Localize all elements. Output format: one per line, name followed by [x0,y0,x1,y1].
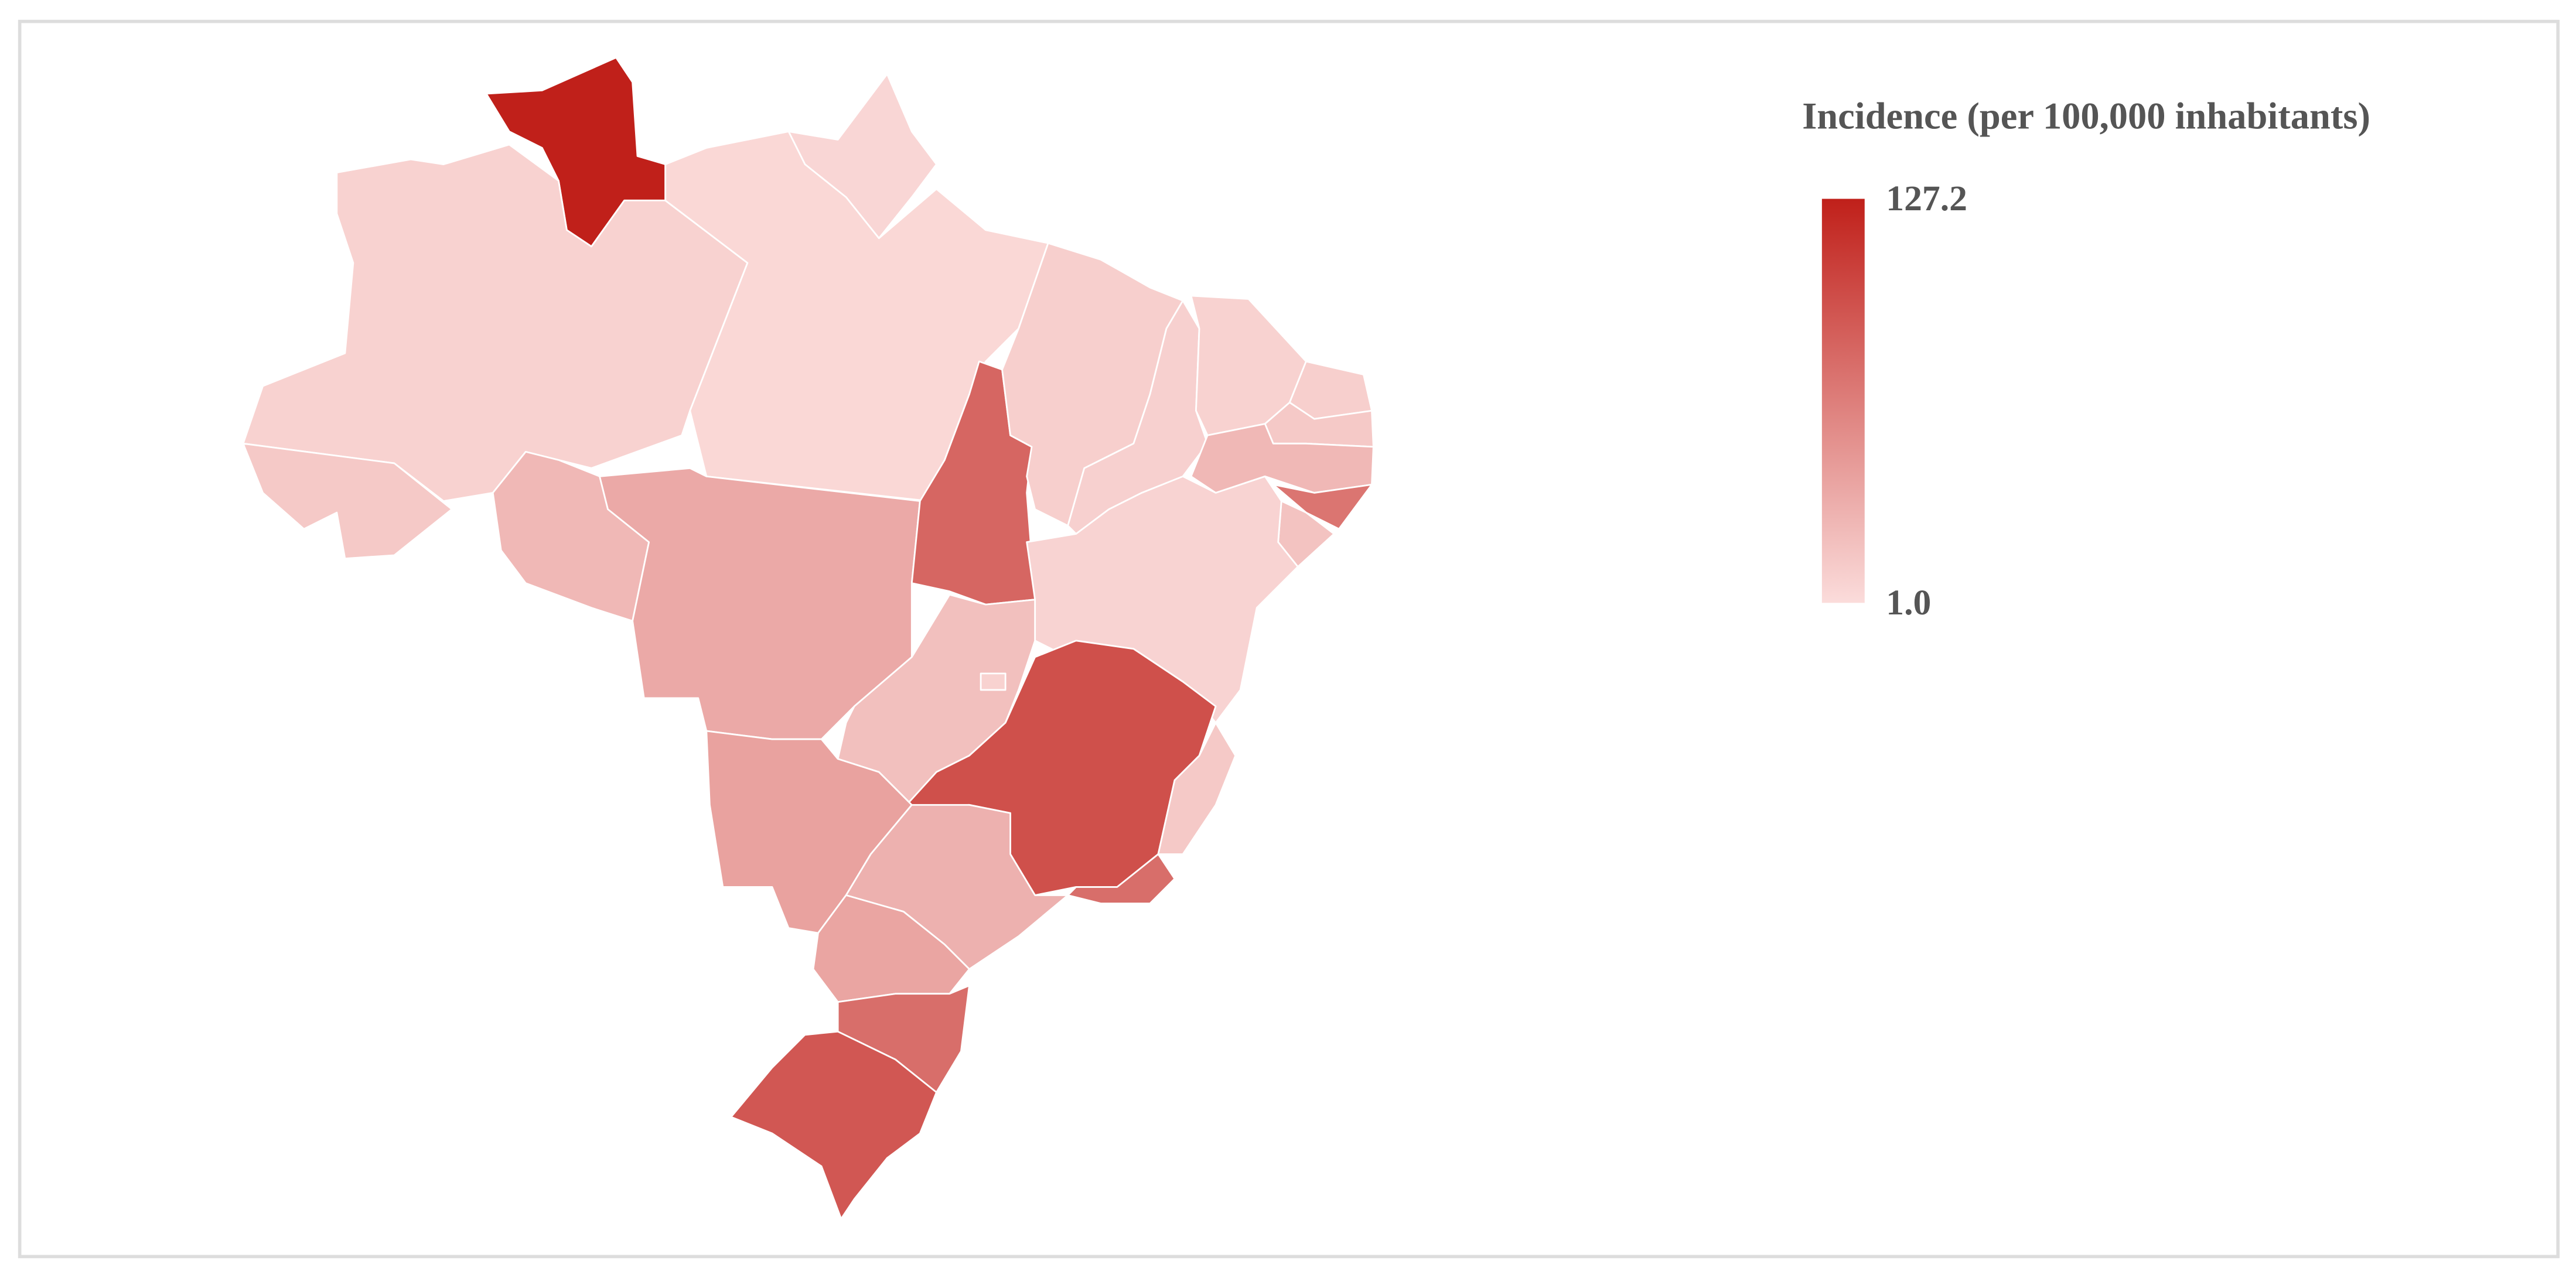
region [980,672,1006,691]
legend-tick-label: 1.0 [1886,583,1931,623]
region [1157,722,1237,855]
map [242,56,1374,1220]
region [1067,853,1176,904]
legend-title: Incidence (per 100,000 inhabitants) [1802,95,2370,137]
legend-tick-label: 127.2 [1886,179,1967,218]
legend-colorbar [1821,199,1865,603]
region [242,442,453,559]
region [1272,484,1373,530]
region [730,1030,937,1220]
region [242,143,749,502]
